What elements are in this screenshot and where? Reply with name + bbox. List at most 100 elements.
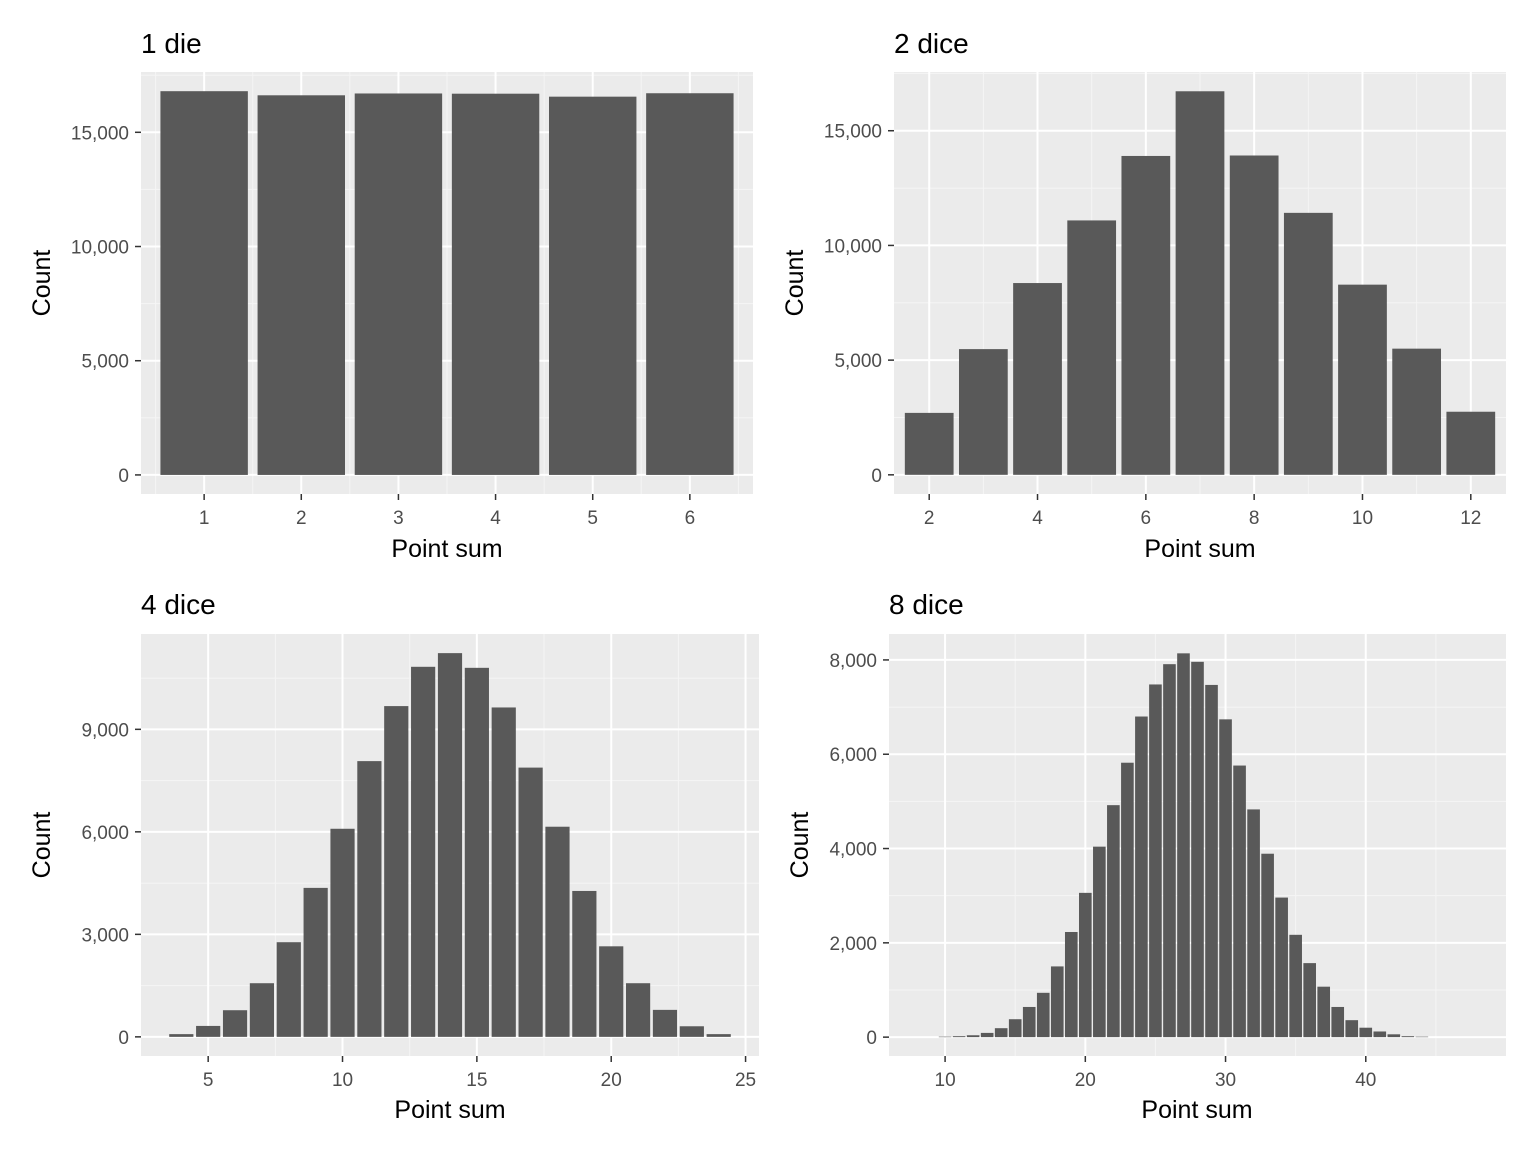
x-axis-title: Point sum	[394, 1096, 505, 1124]
y-tick-label: 0	[118, 1028, 129, 1049]
bar	[1303, 963, 1316, 1038]
bar	[1401, 1036, 1415, 1038]
y-axis-title: Count	[781, 250, 809, 317]
bar	[952, 1036, 966, 1038]
y-axis-title: Count	[786, 812, 814, 879]
x-tick-label: 6	[1141, 508, 1152, 529]
bar	[1135, 716, 1148, 1038]
bar	[169, 1034, 194, 1037]
x-tick-label: 30	[1215, 1070, 1236, 1091]
x-tick-label: 15	[466, 1070, 487, 1091]
bar	[1289, 934, 1302, 1038]
bar	[646, 93, 734, 475]
x-tick-label: 5	[587, 508, 598, 529]
x-tick-label: 1	[199, 508, 210, 529]
bar	[1050, 966, 1064, 1038]
bar	[1392, 348, 1442, 475]
bar	[1191, 661, 1204, 1038]
x-tick-label: 6	[685, 508, 696, 529]
bar	[1022, 1006, 1036, 1038]
bar	[1387, 1034, 1401, 1038]
bar	[1163, 664, 1176, 1038]
x-tick-label: 40	[1355, 1070, 1376, 1091]
y-tick-label: 0	[866, 1028, 877, 1049]
bar	[938, 1036, 952, 1038]
panel-2-dice: 2 dice 2 4 6 8 10 12 0 5,000 10,000 15,000 Point …	[781, 28, 1506, 563]
y-tick-label: 10,000	[824, 236, 882, 257]
bar	[1219, 719, 1232, 1038]
x-tick-label: 20	[1075, 1070, 1096, 1091]
bar	[904, 412, 954, 475]
bar	[1093, 846, 1106, 1038]
panel-4-dice: 4 dice 5 10 15 20 25 0 3,000 6,000 9,000 Point s…	[28, 589, 759, 1124]
bar	[196, 1025, 221, 1037]
bar	[222, 1010, 248, 1037]
y-tick-label: 8,000	[829, 651, 877, 672]
y-tick-label: 0	[871, 466, 882, 487]
axes: 2 4 6 8 10 12 0 5,000 10,000 15,000	[824, 122, 1481, 529]
x-axis-title: Point sum	[1144, 535, 1255, 563]
bar	[1008, 1019, 1022, 1038]
y-tick-label: 15,000	[71, 123, 129, 144]
x-tick-label: 20	[601, 1070, 622, 1091]
y-tick-label: 2,000	[829, 934, 877, 955]
bar	[384, 706, 409, 1037]
bar	[1107, 805, 1120, 1038]
y-tick-label: 9,000	[81, 720, 129, 741]
y-tick-label: 3,000	[81, 925, 129, 946]
x-axis-title: Point sum	[1141, 1096, 1252, 1124]
bar	[1233, 765, 1246, 1038]
bar	[354, 93, 443, 475]
bar	[1205, 684, 1218, 1038]
bar	[464, 667, 489, 1037]
bar	[1013, 283, 1062, 475]
x-tick-label: 5	[203, 1070, 214, 1091]
panel-title: 4 dice	[141, 589, 216, 620]
bar	[1415, 1036, 1429, 1038]
bar	[545, 826, 570, 1037]
y-axis-title: Count	[28, 812, 56, 879]
x-tick-label: 2	[296, 508, 307, 529]
bars	[160, 91, 734, 475]
bar	[330, 828, 355, 1037]
bar	[572, 890, 597, 1037]
bar	[966, 1035, 980, 1038]
bar	[1067, 220, 1117, 475]
bar	[652, 1009, 678, 1037]
y-tick-label: 5,000	[81, 352, 129, 373]
bar	[1121, 762, 1134, 1038]
y-axis-title: Count	[28, 250, 56, 317]
bar	[958, 349, 1008, 475]
bar	[1149, 684, 1162, 1038]
bar	[1275, 897, 1288, 1038]
y-tick-label: 6,000	[81, 823, 129, 844]
bar	[1345, 1020, 1359, 1038]
x-tick-label: 4	[1032, 508, 1043, 529]
axes: 5 10 15 20 25 0 3,000 6,000 9,000	[81, 720, 756, 1091]
bar	[980, 1032, 994, 1038]
y-tick-label: 4,000	[829, 840, 877, 861]
bar	[1229, 155, 1279, 475]
bar	[1331, 1006, 1345, 1038]
panel-8-dice: 8 dice 10 20 30 40 0 2,000 4,000 6,000 8,000 Poi…	[786, 589, 1506, 1124]
x-tick-label: 2	[924, 508, 935, 529]
x-tick-label: 25	[735, 1070, 756, 1091]
bar	[1079, 892, 1092, 1038]
panel-title: 8 dice	[889, 589, 964, 620]
bars	[938, 653, 1429, 1038]
y-tick-label: 15,000	[824, 122, 882, 143]
bar	[1283, 212, 1333, 475]
x-tick-label: 10	[1352, 508, 1373, 529]
bar	[1338, 284, 1387, 475]
panel-title: 2 dice	[894, 28, 969, 59]
y-tick-label: 5,000	[834, 351, 882, 372]
bar	[679, 1026, 704, 1037]
bars	[169, 653, 731, 1037]
axes: 1 2 3 4 5 6 0 5,000 10,000 15,000	[71, 123, 695, 529]
y-tick-label: 0	[118, 466, 129, 487]
bar	[599, 946, 624, 1037]
bar	[451, 93, 540, 475]
bar	[357, 761, 382, 1037]
x-tick-label: 10	[935, 1070, 956, 1091]
